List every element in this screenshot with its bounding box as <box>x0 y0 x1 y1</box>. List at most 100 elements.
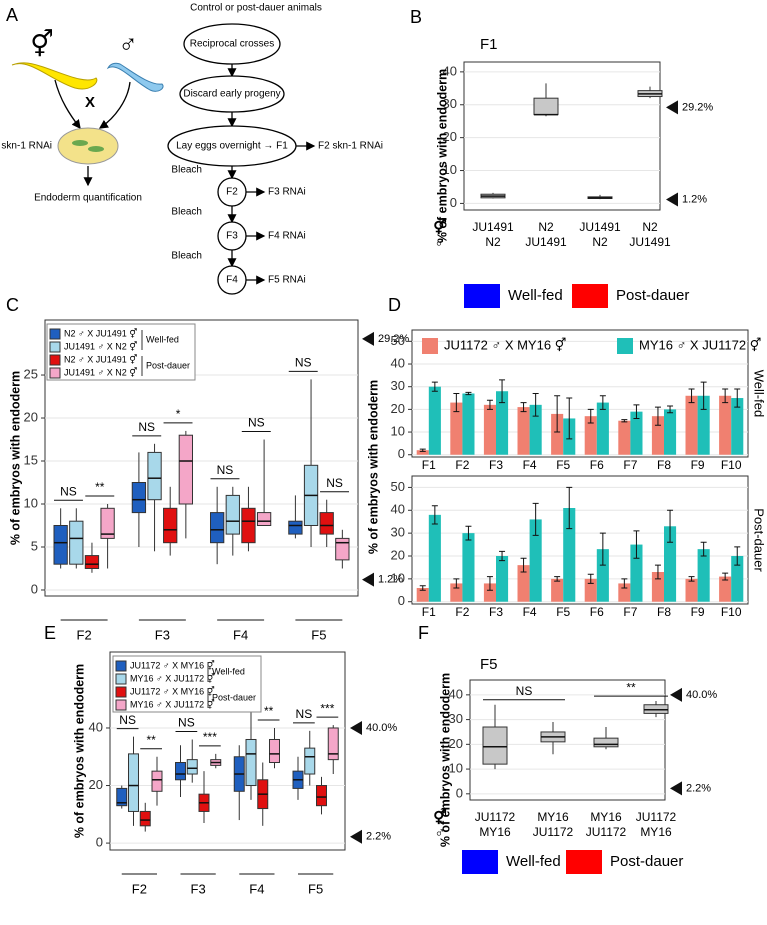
bar <box>529 519 542 602</box>
bar <box>685 395 698 455</box>
y-tick-label: 30 <box>443 96 457 111</box>
row-symbol: ⚥ <box>433 217 447 236</box>
box <box>69 520 84 565</box>
bleach-label: Bleach <box>171 251 202 262</box>
bar <box>664 409 677 455</box>
step-label: Reciprocal crosses <box>190 39 274 50</box>
y-tick-label: 50 <box>391 479 405 494</box>
error-bar <box>722 572 729 581</box>
box <box>116 787 128 807</box>
bar <box>462 393 475 455</box>
error-bar <box>688 388 695 404</box>
bar <box>697 549 710 602</box>
x-tick-label: F9 <box>691 458 705 472</box>
x-tick-label: N2 <box>642 220 658 234</box>
y-tick-label: 20 <box>443 129 457 144</box>
x-tick-label: F5 <box>308 881 323 896</box>
legend-box <box>46 323 196 381</box>
legend-label: JU1491 ♂ X N2 ⚥ <box>64 366 137 377</box>
x-tick-label: N2 <box>592 235 608 249</box>
y-axis-label: % of embryos with endoderm <box>438 673 452 847</box>
x-tick-label: F4 <box>523 605 537 619</box>
significance-label: NS <box>138 420 155 434</box>
readout: Endoderm quantification <box>34 193 142 204</box>
legend-group-label: Post-dauer <box>146 360 190 370</box>
reference-label: 1.2% <box>378 574 403 586</box>
legend-label: Post-dauer <box>610 853 683 870</box>
legend-swatch <box>462 850 498 874</box>
significance-label: ** <box>264 704 274 718</box>
error-bar <box>532 502 539 536</box>
legend-group-label: Post-dauer <box>212 692 256 702</box>
box <box>151 770 163 792</box>
legend-label: MY16 ♂ X JU1172 ⚥ <box>130 698 215 709</box>
box <box>186 759 198 775</box>
reference-label: 2.2% <box>686 782 711 794</box>
cross-mark: X <box>85 94 95 111</box>
error-bar <box>431 381 438 392</box>
reference-arrow <box>350 720 362 735</box>
y-tick-label: 40 <box>89 719 103 734</box>
bar <box>517 565 530 602</box>
reference-arrow <box>666 192 678 207</box>
box <box>139 810 151 827</box>
panel-letter: E <box>44 623 56 643</box>
bar <box>630 544 643 602</box>
diagram: ⚥ ♂ X skn-1 RNAi Endoderm quantification… <box>1 3 383 295</box>
bar <box>618 583 631 602</box>
x-tick-label: F2 <box>132 881 147 896</box>
reference-label: 29.2% <box>378 333 409 345</box>
y-tick-label: 15 <box>24 452 38 467</box>
chart-title: F5 <box>480 656 498 673</box>
bar <box>529 404 542 455</box>
error-bar <box>465 391 472 396</box>
error-bar <box>700 381 707 410</box>
panel-side-label: Well-fed <box>752 370 767 417</box>
error-bar <box>419 585 426 591</box>
y-tick-label: 30 <box>449 711 463 726</box>
x-tick-label: JU1491 <box>579 220 621 234</box>
bar <box>697 395 710 455</box>
y-tick-label: 30 <box>391 378 405 393</box>
y-axis-label: % of embryos with endoderm <box>366 380 380 554</box>
error-bar <box>520 402 527 413</box>
x-tick-label: F1 <box>422 458 436 472</box>
error-bar <box>499 550 506 562</box>
bar <box>428 386 441 455</box>
x-tick-label: N2 <box>485 235 501 249</box>
box <box>316 785 327 807</box>
y-tick-label: 20 <box>391 401 405 416</box>
legend-swatch <box>464 284 500 308</box>
reference-arrow <box>362 331 374 346</box>
chart-title: F1 <box>480 36 498 53</box>
significance-label: ** <box>626 680 636 694</box>
significance-label: NS <box>326 476 343 490</box>
rnai-label: F5 RNAi <box>268 275 306 286</box>
error-bar <box>688 576 695 582</box>
reference-arrow <box>670 781 682 796</box>
legend-swatch <box>617 338 633 354</box>
y-tick-label: 40 <box>391 355 405 370</box>
error-bar <box>520 557 527 573</box>
significance-label: NS <box>119 713 136 727</box>
bar <box>651 572 664 602</box>
legend-label: Post-dauer <box>616 287 689 304</box>
error-bar <box>453 578 460 589</box>
x-tick-label: F6 <box>590 605 604 619</box>
significance-label: *** <box>320 701 334 715</box>
bar <box>496 391 509 455</box>
box <box>593 737 619 748</box>
bar <box>483 583 496 602</box>
bar <box>719 395 732 455</box>
bar <box>416 450 429 455</box>
error-bar <box>621 578 628 589</box>
y-tick-label: 10 <box>24 495 38 510</box>
y-tick-label: 25 <box>24 366 38 381</box>
plate-label: skn-1 RNAi <box>1 141 52 152</box>
reference-label: 1.2% <box>682 193 707 205</box>
y-tick-label: 0 <box>398 593 405 608</box>
x-tick-label: MY16 <box>640 825 672 839</box>
arrow <box>98 81 131 129</box>
bar <box>596 402 609 455</box>
box <box>147 451 162 501</box>
